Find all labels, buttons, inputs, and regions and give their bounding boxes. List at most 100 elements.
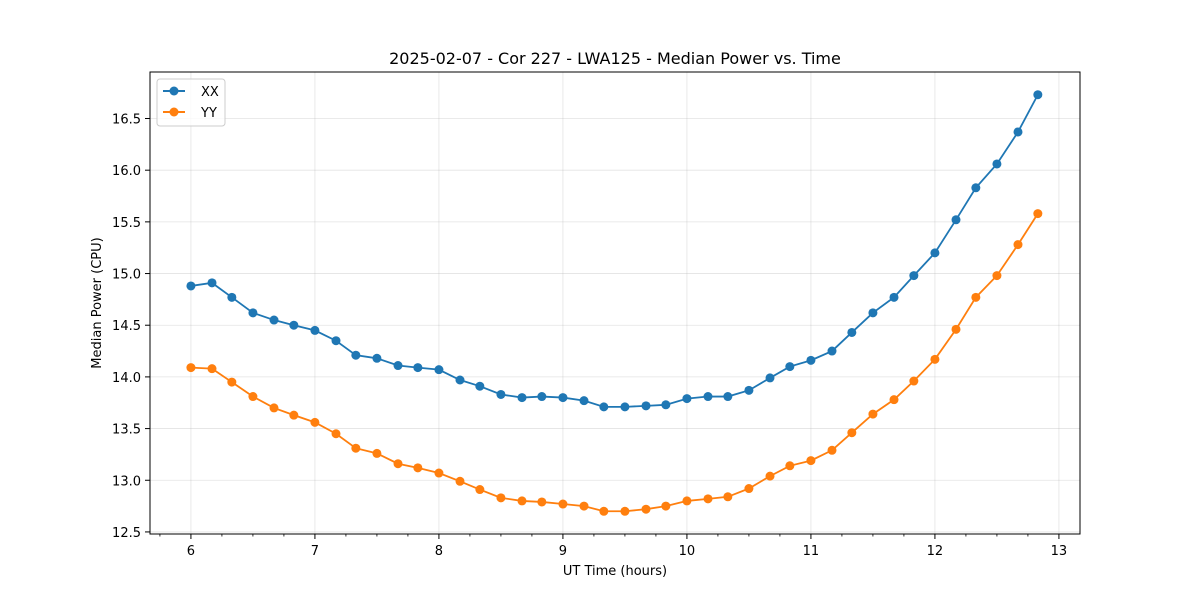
data-point-yy <box>434 468 444 478</box>
data-point-xx <box>723 392 733 402</box>
series-yy <box>186 209 1043 516</box>
data-point-yy <box>868 409 878 419</box>
data-point-xx <box>331 336 341 346</box>
x-tick-label: 12 <box>927 544 944 559</box>
data-point-xx <box>703 392 713 402</box>
y-axis: 12.5 13.0 13.5 14.0 14.5 15.0 15.5 16.0 16.5 <box>112 113 150 541</box>
data-point-xx <box>599 402 609 412</box>
plot-frame <box>149 71 1081 535</box>
data-point-yy <box>806 456 816 466</box>
data-point-yy <box>475 485 485 495</box>
x-tick-label: 6 <box>187 544 195 559</box>
data-point-xx <box>351 350 361 360</box>
x-tick-label: 7 <box>311 544 319 559</box>
y-tick-label: 13.5 <box>112 423 141 438</box>
data-point-yy <box>207 364 217 374</box>
data-point-yy <box>393 459 403 469</box>
data-point-xx <box>827 346 837 356</box>
data-point-xx <box>537 392 547 402</box>
data-point-yy <box>248 392 258 402</box>
data-point-yy <box>661 501 671 511</box>
data-point-yy <box>703 494 713 504</box>
data-point-yy <box>765 471 775 481</box>
data-point-xx <box>1033 90 1043 100</box>
data-point-xx <box>310 325 320 335</box>
x-axis-label: UT Time (hours) <box>563 564 667 579</box>
data-point-yy <box>620 506 630 516</box>
data-point-xx <box>496 389 506 399</box>
data-point-yy <box>517 496 527 506</box>
data-point-yy <box>785 461 795 471</box>
data-point-yy <box>413 463 423 473</box>
data-point-yy <box>186 363 196 373</box>
data-point-xx <box>269 315 279 325</box>
data-point-xx <box>558 393 568 403</box>
data-point-yy <box>1013 240 1023 250</box>
data-point-xx <box>434 365 444 375</box>
y-tick-label: 14.5 <box>112 319 141 334</box>
legend-marker-xx <box>169 86 179 96</box>
x-axis: 6 7 8 9 10 11 12 13 <box>159 534 1068 559</box>
x-tick-label: 13 <box>1051 544 1068 559</box>
data-point-xx <box>868 308 878 318</box>
data-point-yy <box>641 504 651 514</box>
data-point-yy <box>599 506 609 516</box>
data-point-yy <box>579 501 589 511</box>
data-point-xx <box>455 375 465 385</box>
data-point-xx <box>289 320 299 330</box>
data-point-yy <box>992 271 1002 281</box>
x-tick-label: 11 <box>803 544 820 559</box>
data-point-xx <box>889 292 899 302</box>
chart-title: 2025-02-07 - Cor 227 - LWA125 - Median P… <box>389 49 841 68</box>
data-point-xx <box>248 308 258 318</box>
series-layer <box>186 90 1043 516</box>
data-point-xx <box>806 355 816 365</box>
x-tick-label: 9 <box>559 544 567 559</box>
data-point-yy <box>909 376 919 386</box>
data-point-xx <box>475 381 485 391</box>
y-tick-label: 15.5 <box>112 216 141 231</box>
data-point-yy <box>269 403 279 413</box>
data-point-yy <box>455 476 465 486</box>
data-point-xx <box>951 215 961 225</box>
data-point-xx <box>682 394 692 404</box>
data-point-yy <box>930 354 940 364</box>
data-point-xx <box>847 327 857 337</box>
data-point-xx <box>207 278 217 288</box>
legend-label-xx: XX <box>201 85 219 100</box>
data-point-yy <box>310 417 320 427</box>
data-point-xx <box>413 363 423 373</box>
data-point-xx <box>661 400 671 410</box>
data-point-yy <box>351 443 361 453</box>
data-point-xx <box>227 292 237 302</box>
data-point-xx <box>909 271 919 281</box>
legend: XX YY <box>156 78 226 127</box>
data-point-xx <box>744 385 754 395</box>
series-xx <box>186 90 1043 412</box>
data-point-yy <box>951 324 961 334</box>
data-point-yy <box>331 429 341 439</box>
data-point-yy <box>289 410 299 420</box>
data-point-yy <box>558 499 568 509</box>
data-point-yy <box>227 377 237 387</box>
legend-marker-yy <box>169 107 179 117</box>
data-point-xx <box>992 159 1002 169</box>
data-point-yy <box>372 448 382 458</box>
x-tick-label: 10 <box>679 544 696 559</box>
y-tick-label: 16.0 <box>112 164 141 179</box>
y-tick-label: 15.0 <box>112 268 141 283</box>
data-point-xx <box>372 353 382 363</box>
data-point-yy <box>496 493 506 503</box>
data-point-yy <box>682 496 692 506</box>
data-point-yy <box>1033 209 1043 219</box>
data-point-xx <box>517 393 527 403</box>
y-tick-label: 14.0 <box>112 371 141 386</box>
data-point-yy <box>723 492 733 502</box>
data-point-xx <box>971 183 981 193</box>
data-point-yy <box>537 497 547 507</box>
data-point-yy <box>889 395 899 405</box>
y-tick-label: 13.0 <box>112 474 141 489</box>
data-point-xx <box>765 373 775 383</box>
data-point-xx <box>1013 127 1023 137</box>
